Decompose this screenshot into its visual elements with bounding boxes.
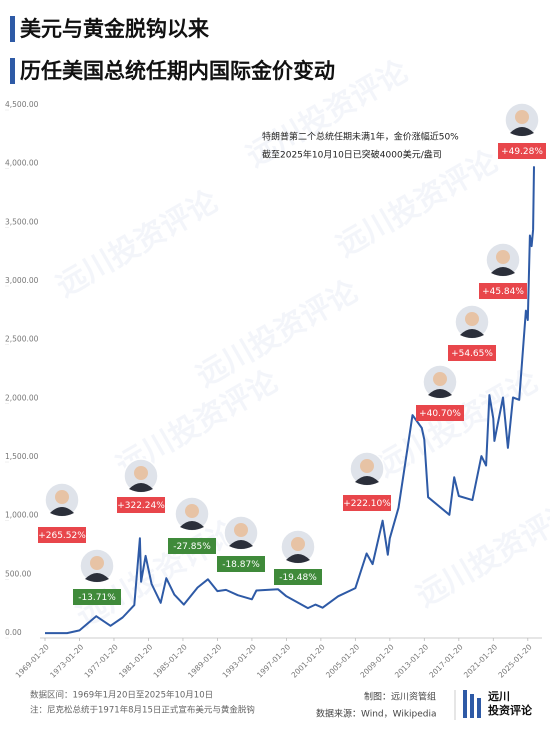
term-label-box: [448, 345, 496, 361]
term-label-box: [498, 143, 546, 159]
term-label: +222.10%: [343, 499, 391, 509]
term-label-box: [168, 538, 216, 554]
president: +45.84%: [479, 242, 527, 299]
logo-text: 投资评论: [488, 703, 533, 717]
president: +265.52%: [38, 482, 86, 543]
term-label: +45.84%: [482, 287, 524, 297]
term-label: -19.48%: [279, 573, 317, 583]
term-label: -18.87%: [222, 560, 260, 570]
term-label: +49.28%: [501, 147, 543, 157]
footer-source: 数据来源：Wind，Wikipedia: [316, 708, 437, 720]
footer-credit: 制图：远川资管组: [364, 691, 436, 703]
annotation: 截至2025年10月10日已突破4000美元/盎司: [262, 149, 442, 161]
term-label-box: [479, 283, 527, 299]
portrait-suit: [510, 127, 534, 136]
term-label: +265.52%: [38, 531, 86, 541]
term-label-box: [274, 569, 322, 585]
president: +40.70%: [416, 364, 464, 421]
portrait-suit: [129, 483, 153, 492]
portrait-face: [433, 372, 447, 386]
portrait-face: [515, 110, 529, 124]
president: -13.71%: [73, 548, 121, 605]
term-label-box: [117, 497, 165, 513]
y-tick-label: 3,500.00: [5, 217, 39, 226]
y-tick-label: 1,000.00: [5, 511, 39, 520]
portrait-suit: [229, 540, 253, 549]
title-bar: [10, 16, 15, 42]
term-label-box: [416, 405, 464, 421]
portrait-face: [90, 556, 104, 570]
term-label: +322.24%: [117, 501, 165, 511]
y-tick-label: 4,500.00: [5, 100, 39, 109]
logo: 远川 投资评论: [463, 690, 533, 718]
portrait-suit: [428, 389, 452, 398]
portrait-suit: [460, 329, 484, 338]
term-label-box: [343, 495, 391, 511]
president: -19.48%: [274, 529, 322, 585]
logo-bar: [470, 694, 474, 718]
portrait-face: [134, 466, 148, 480]
y-tick-label: 3,000.00: [5, 276, 39, 285]
portrait-suit: [180, 521, 204, 530]
price-line: [45, 166, 535, 635]
portrait-suit: [491, 267, 515, 276]
y-tick-label: 1,500.00: [5, 452, 39, 461]
portrait-face: [291, 537, 305, 551]
portrait-suit: [286, 554, 310, 563]
president: -27.85%: [168, 496, 216, 554]
y-tick-label: 2,500.00: [5, 335, 39, 344]
footer-text: 注：尼克松总统于1971年8月15日正式宣布美元与黄金脱钩: [30, 705, 255, 716]
portrait-face: [185, 504, 199, 518]
portrait-face: [55, 490, 69, 504]
president: -18.87%: [217, 515, 265, 572]
annotation: 特朗普第二个总统任期未满1年，金价涨幅近50%: [262, 131, 459, 143]
portrait-suit: [85, 573, 109, 582]
chart-title: 美元与黄金脱钩以来: [20, 17, 210, 41]
logo-text: 远川: [488, 690, 510, 703]
portrait-face: [360, 459, 374, 473]
term-label-box: [73, 589, 121, 605]
term-label: -13.71%: [78, 593, 116, 603]
president: +54.65%: [448, 304, 496, 361]
logo-bar: [477, 698, 481, 718]
president: +222.10%: [343, 451, 391, 511]
y-tick-label: 500.00: [5, 569, 31, 578]
portrait-suit: [50, 507, 74, 516]
term-label-box: [38, 527, 86, 543]
term-label: -27.85%: [173, 542, 211, 552]
portrait-suit: [355, 476, 379, 485]
y-tick-label: 0.00: [5, 628, 22, 637]
term-label: +54.65%: [451, 349, 493, 359]
president: +322.24%: [117, 458, 165, 513]
portrait-face: [234, 523, 248, 537]
term-label-box: [217, 556, 265, 572]
footer-text: 数据区间：1969年1月20日至2025年10月10日: [30, 690, 213, 701]
term-label: +40.70%: [419, 409, 461, 419]
title-bar: [10, 58, 15, 84]
y-tick-label: 2,000.00: [5, 393, 39, 402]
y-tick-label: 4,000.00: [5, 159, 39, 168]
portrait-face: [496, 250, 510, 264]
president: +49.28%: [498, 102, 546, 159]
portrait-face: [465, 312, 479, 326]
chart-subtitle: 历任美国总统任期内国际金价变动: [20, 59, 335, 83]
logo-bar: [463, 690, 467, 718]
